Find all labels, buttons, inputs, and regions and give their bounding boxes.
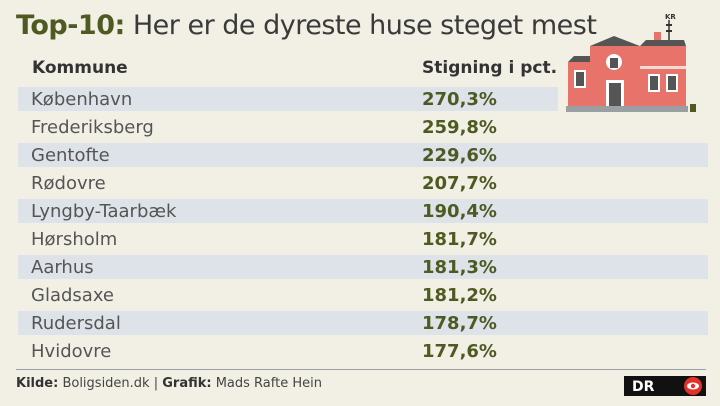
kommune-cell: Hørsholm xyxy=(31,228,118,250)
source-label: Kilde: xyxy=(16,376,59,391)
table-row: Hørsholm 181,7% xyxy=(18,227,708,251)
footer-credits: Kilde: Boligsiden.dk | Grafik: Mads Raft… xyxy=(16,376,322,391)
column-header-stigning: Stigning i pct. xyxy=(422,58,558,78)
table-row: Hvidovre 177,6% xyxy=(18,339,708,363)
table-row: Frederiksberg 259,8% xyxy=(18,115,558,139)
footer-divider xyxy=(16,369,706,370)
kommune-cell: Rødovre xyxy=(31,172,106,194)
kommune-cell: Aarhus xyxy=(31,256,94,278)
table-row: København 270,3% xyxy=(18,87,558,111)
stigning-cell: 181,2% xyxy=(422,284,497,306)
kommune-cell: Lyngby-Taarbæk xyxy=(31,200,177,222)
stigning-cell: 259,8% xyxy=(422,116,497,138)
column-header-kommune: Kommune xyxy=(32,58,128,78)
graphic-value: Mads Rafte Hein xyxy=(211,376,322,391)
kommune-cell: Hvidovre xyxy=(31,340,112,362)
house-icon: KR xyxy=(566,13,696,112)
stigning-cell: 270,3% xyxy=(422,88,497,110)
chart-title: Top-10: Her er de dyreste huse steget me… xyxy=(16,10,597,41)
dr-logo: DR xyxy=(624,376,706,396)
kommune-cell: Gentofte xyxy=(31,144,110,166)
stigning-cell: 181,3% xyxy=(422,256,497,278)
stigning-cell: 190,4% xyxy=(422,200,497,222)
stigning-cell: 181,7% xyxy=(422,228,497,250)
kommune-cell: København xyxy=(31,88,133,110)
table-row: Lyngby-Taarbæk 190,4% xyxy=(18,199,708,223)
house-sign: KR xyxy=(665,13,676,21)
table-row: Gladsaxe 181,2% xyxy=(18,283,708,307)
stigning-cell: 229,6% xyxy=(422,144,497,166)
kommune-cell: Frederiksberg xyxy=(31,116,154,138)
title-rest: Her er de dyreste huse steget mest xyxy=(124,10,597,41)
title-lead: Top-10: xyxy=(16,10,125,41)
dr-logo-text: DR xyxy=(632,379,655,395)
stigning-cell: 177,6% xyxy=(422,340,497,362)
stigning-cell: 207,7% xyxy=(422,172,497,194)
stigning-cell: 178,7% xyxy=(422,312,497,334)
table-row: Rudersdal 178,7% xyxy=(18,311,708,335)
source-value: Boligsiden.dk | xyxy=(58,376,163,391)
kommune-cell: Rudersdal xyxy=(31,312,121,334)
graphic-label: Grafik: xyxy=(162,376,212,391)
kommune-cell: Gladsaxe xyxy=(31,284,114,306)
table-row: Rødovre 207,7% xyxy=(18,171,708,195)
table-row: Aarhus 181,3% xyxy=(18,255,708,279)
table-row: Gentofte 229,6% xyxy=(18,143,708,167)
